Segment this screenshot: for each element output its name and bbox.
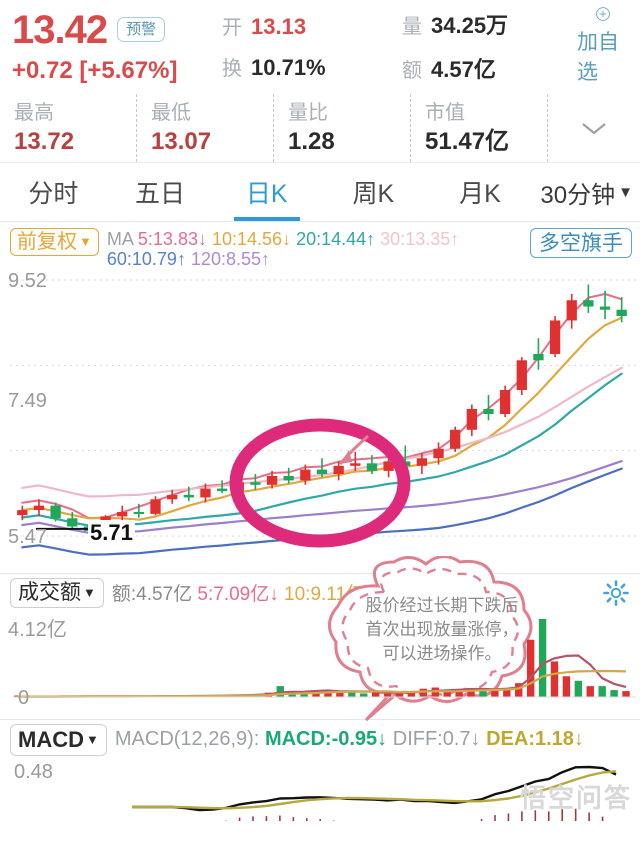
volume-ma5: 5:7.09亿↓ <box>197 584 279 605</box>
stat-turnover-value: 10.71% <box>251 55 326 80</box>
ma-30: 30:13.35↑ <box>380 229 460 249</box>
stat-amount-value: 4.57亿 <box>431 57 496 82</box>
stat-open-label: 开 <box>222 17 242 39</box>
tab-intraday-dropdown[interactable]: 30分钟 ▼ <box>533 163 640 221</box>
stat-high: 最高 13.72 <box>0 94 136 162</box>
adjust-mode-label: 前复权 <box>17 230 77 253</box>
macd-dea-value: DEA:1.18↓ <box>486 728 584 750</box>
macd-value: MACD:-0.95↓ <box>264 728 388 750</box>
macd-header: MACD ▼ MACD(12,26,9): MACD:-0.95↓ DIFF:0… <box>0 719 640 759</box>
tab-minute-label: 分时 <box>28 180 79 208</box>
k-line-chart[interactable]: 9.52 7.49 5.47 5.71 股价经过长期下跌后首次出现放量涨停，可以… <box>0 268 640 722</box>
quote-stats-col-2: 量 34.25万 额 4.57亿 <box>402 6 577 86</box>
secondary-stats-row: 最高 13.72 最低 13.07 量比 1.28 市值 51.47亿 <box>0 88 640 163</box>
add-to-watchlist-label: 加自选 <box>577 31 619 84</box>
ma-10: 10:14.56↓ <box>211 229 292 249</box>
macd-canvas <box>132 765 617 821</box>
macd-params: MACD(12,26,9): <box>114 728 260 750</box>
stat-market-cap-value: 51.47亿 <box>425 127 510 155</box>
price-marker-label: 5.71 <box>88 520 135 546</box>
ma-60: 60:10.79↑ <box>106 249 186 269</box>
callout-bubble-shape <box>328 556 533 722</box>
expand-stats-button[interactable] <box>547 94 640 162</box>
stat-amount-label: 额 <box>402 60 422 82</box>
stat-low-value: 13.07 <box>151 127 212 155</box>
macd-chart[interactable]: 0.48 悟空问答 <box>0 759 640 821</box>
adjust-mode-dropdown[interactable]: 前复权 ▼ <box>10 228 99 256</box>
quote-header: 13.42 预警 +0.72 [+5.67%] 开 13.13 换 10.71%… <box>0 0 640 88</box>
volume-type-label: 成交额 <box>18 581 81 604</box>
tab-weekly-k-label: 周K <box>352 180 395 208</box>
k-axis-label-mid: 7.49 <box>8 390 47 412</box>
tab-intraday-label: 30分钟 <box>540 181 616 209</box>
volume-axis-zero: 0 <box>18 687 30 709</box>
tab-weekly-k[interactable]: 周K <box>320 163 427 221</box>
volume-type-dropdown[interactable]: 成交额 ▼ <box>10 577 104 608</box>
stat-volume-ratio-value: 1.28 <box>288 127 335 155</box>
stat-high-label: 最高 <box>14 101 54 124</box>
ma-values: MA 5:13.83↓ 10:14.56↓ 20:14.44↑ 30:13.35… <box>107 228 522 269</box>
stat-open: 开 13.13 <box>222 11 402 40</box>
macd-type-label: MACD <box>18 726 84 752</box>
volume-canvas <box>12 619 636 698</box>
volume-amount: 额:4.57亿 <box>111 584 193 605</box>
tab-minute[interactable]: 分时 <box>0 163 107 221</box>
tab-five-day[interactable]: 五日 <box>107 163 214 221</box>
alert-button[interactable]: 预警 <box>117 17 166 42</box>
stat-low-label: 最低 <box>151 101 191 124</box>
gear-icon[interactable] <box>602 579 630 607</box>
k-axis-label-top: 9.52 <box>8 270 47 292</box>
chevron-down-icon: ▼ <box>86 732 99 747</box>
ma-20: 20:14.44↑ <box>296 229 376 249</box>
chevron-down-icon: ▼ <box>618 183 633 201</box>
macd-diff-value: DIFF:0.7↓ <box>392 728 481 750</box>
price-change: +0.72 [+5.67%] <box>12 56 178 84</box>
tab-daily-k-label: 日K <box>245 180 288 208</box>
stat-volume-ratio-label: 量比 <box>288 101 328 124</box>
chevron-down-icon: ▼ <box>79 234 92 250</box>
stat-volume-value: 34.25万 <box>431 13 509 38</box>
k-line-canvas <box>10 279 636 556</box>
stat-turnover: 换 10.71% <box>222 52 402 81</box>
tab-monthly-k[interactable]: 月K <box>427 163 534 221</box>
macd-values: MACD(12,26,9): MACD:-0.95↓ DIFF:0.7↓ DEA… <box>115 728 630 751</box>
stat-low: 最低 13.07 <box>136 94 273 162</box>
quote-stats-col-1: 开 13.13 换 10.71% <box>222 6 402 86</box>
tab-monthly-k-label: 月K <box>459 180 501 208</box>
annotation-callout: 股价经过长期下跌后首次出现放量涨停，可以进场操作。 <box>318 556 558 724</box>
period-tabs: 分时 五日 日K 周K 月K 30分钟 ▼ <box>0 163 640 222</box>
stat-volume-ratio: 量比 1.28 <box>273 94 410 162</box>
chevron-down-icon: ▼ <box>83 585 96 600</box>
stat-turnover-label: 换 <box>222 58 242 80</box>
stat-market-cap-label: 市值 <box>425 101 465 124</box>
stat-open-value: 13.13 <box>251 14 307 39</box>
ma-prefix: MA <box>106 229 133 249</box>
k-axis-label-bottom: 5.47 <box>8 526 47 548</box>
bull-bear-flag-button[interactable]: 多空旗手 <box>530 228 632 258</box>
macd-axis-top: 0.48 <box>14 761 53 783</box>
volume-chart[interactable]: 4.12亿 0 <box>0 611 640 719</box>
stat-volume: 量 34.25万 <box>402 8 577 40</box>
volume-header: 成交额 ▼ 额:4.57亿 5:7.09亿↓ 10:9.11亿↓ <box>0 573 640 611</box>
annotation-text: 股价经过长期下跌后首次出现放量涨停，可以进场操作。 <box>365 596 519 663</box>
stat-high-value: 13.72 <box>14 127 75 155</box>
stat-market-cap: 市值 51.47亿 <box>410 94 547 162</box>
chevron-down-icon <box>582 123 606 135</box>
macd-type-dropdown[interactable]: MACD ▼ <box>10 723 107 756</box>
watermark: 悟空问答 <box>519 783 632 813</box>
add-to-watchlist-button[interactable]: 加自选 <box>577 6 628 86</box>
volume-axis-top: 4.12亿 <box>8 619 67 641</box>
stat-volume-label: 量 <box>402 16 422 38</box>
stat-amount: 额 4.57亿 <box>402 52 577 84</box>
tab-daily-k[interactable]: 日K <box>213 163 320 221</box>
tab-five-day-label: 五日 <box>135 180 186 208</box>
ma-120: 120:8.55↑ <box>190 249 271 269</box>
ma-indicator-row: 前复权 ▼ MA 5:13.83↓ 10:14.56↓ 20:14.44↑ 30… <box>0 222 640 269</box>
plus-circle-icon <box>595 7 610 21</box>
price-block: 13.42 预警 +0.72 [+5.67%] <box>12 6 222 86</box>
current-price: 13.42 <box>12 7 108 52</box>
ma-5: 5:13.83↓ <box>137 229 207 249</box>
